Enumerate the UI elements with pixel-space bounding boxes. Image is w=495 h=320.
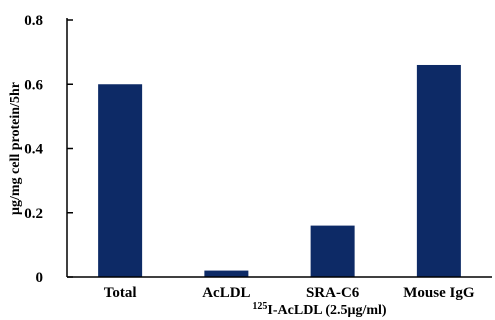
bar-sra-c6	[310, 225, 355, 277]
bar-mouse-igg	[416, 64, 461, 277]
y-axis-title: μg/mg cell protein/5hr	[8, 82, 23, 215]
x-axis-title-superscript: 125	[252, 301, 267, 312]
x-axis-title-text: I-AcLDL (2.5μg/ml)	[267, 303, 386, 318]
bar-total	[98, 84, 143, 277]
y-tick-label: 0.6	[24, 77, 43, 93]
x-tick-label: AcLDL	[202, 285, 250, 301]
bar-acldl	[204, 270, 249, 277]
y-tick-label: 0.2	[24, 206, 43, 222]
y-tick-label: 0.4	[24, 142, 43, 158]
x-axis-category-labels: Total AcLDL SRA-C6 Mouse IgG	[104, 285, 475, 301]
y-tick-label: 0	[36, 270, 44, 286]
y-axis-ticks: 0 0.2 0.4 0.6 0.8	[24, 13, 73, 286]
x-tick-label: Total	[104, 285, 137, 301]
x-axis-title: 125I-AcLDL (2.5μg/ml)	[252, 301, 386, 319]
y-tick-label: 0.8	[24, 13, 43, 29]
x-tick-label: Mouse IgG	[403, 285, 475, 301]
x-tick-label: SRA-C6	[306, 285, 360, 301]
bars	[98, 64, 461, 277]
